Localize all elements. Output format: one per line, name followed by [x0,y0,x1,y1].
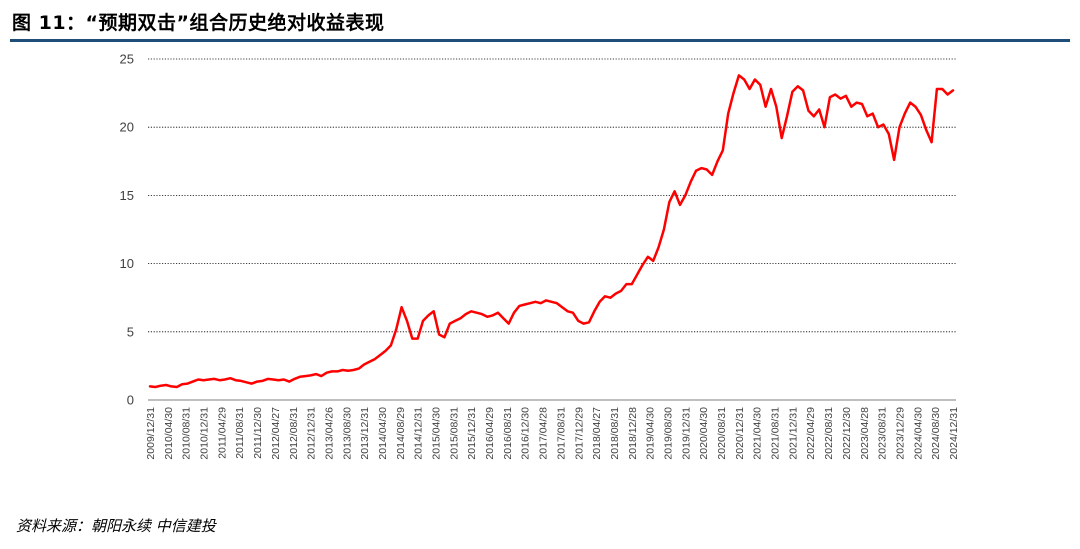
x-tick-label: 2019/12/31 [680,407,692,460]
x-tick-label: 2020/12/31 [734,407,746,460]
x-tick-label: 2012/08/31 [288,407,300,460]
y-tick-label: 20 [120,120,134,135]
source-note: 资料来源：朝阳永续 中信建投 [16,517,216,535]
series-lines [148,74,955,389]
x-tick-label: 2013/12/31 [359,407,371,460]
x-tick-label: 2017/04/28 [538,407,550,460]
x-tick-label: 2010/08/31 [181,407,193,460]
x-tick-label: 2018/04/27 [591,407,603,460]
x-tick-label: 2010/12/31 [199,407,211,460]
x-tick-label: 2011/04/29 [216,407,228,459]
x-tick-label: 2019/04/30 [645,407,657,460]
x-tick-label: 2016/12/30 [520,407,532,460]
x-tick-label: 2015/08/31 [448,407,460,460]
y-tick-label: 15 [120,188,134,203]
x-tick-label: 2019/08/30 [662,407,674,460]
figure-title: 图 11：“预期双击”组合历史绝对收益表现 [12,12,385,34]
x-tick-label: 2015/12/31 [466,407,478,460]
x-tick-label: 2021/04/30 [752,407,764,460]
x-tick-label: 2022/08/31 [823,407,835,460]
x-tick-label: 2023/08/31 [877,407,889,460]
line-chart: 0 5 10 15 20 25 2009/12/31 2010/04/30 2010/08/3… [120,52,960,460]
x-tick-label: 2018/12/28 [627,407,639,460]
x-tick-label: 2020/08/31 [716,407,728,460]
y-tick-label: 25 [120,52,134,67]
y-tick-label: 5 [127,324,134,339]
x-tick-label: 2024/08/30 [930,407,942,460]
x-tick-label: 2015/04/30 [431,407,443,460]
x-tick-label: 2020/04/30 [698,407,710,460]
x-tick-label: 2021/08/31 [770,407,782,460]
x-axis-ticks: 2009/12/31 2010/04/30 2010/08/31 2010/12/31… [145,407,960,460]
x-tick-label: 2011/12/30 [252,407,264,459]
x-tick-label: 2018/08/31 [609,407,621,460]
x-tick-label: 2016/04/29 [484,407,496,460]
title-underline [10,39,1070,42]
x-tick-label: 2014/08/29 [395,407,407,460]
x-tick-label: 2022/04/29 [805,407,817,460]
series-line [148,74,955,389]
x-tick-label: 2017/08/31 [555,407,567,460]
x-tick-label: 2024/12/31 [948,407,960,460]
x-tick-label: 2017/12/29 [573,407,585,460]
x-tick-label: 2010/04/30 [163,407,175,460]
x-tick-label: 2021/12/31 [787,407,799,460]
x-tick-label: 2013/08/30 [341,407,353,460]
y-tick-label: 10 [120,256,134,271]
x-tick-label: 2012/04/27 [270,407,282,460]
y-axis-ticks: 0 5 10 15 20 25 [120,52,134,408]
x-tick-label: 2011/08/31 [234,407,246,459]
x-tick-label: 2014/04/30 [377,407,389,460]
x-tick-label: 2024/04/30 [912,407,924,460]
y-tick-label: 0 [127,393,134,408]
x-tick-label: 2013/04/26 [323,407,335,460]
x-tick-label: 2023/04/28 [859,407,871,460]
x-tick-label: 2022/12/30 [841,407,853,460]
x-tick-label: 2016/08/31 [502,407,514,460]
gridlines [148,58,956,401]
x-tick-label: 2014/12/31 [413,407,425,460]
x-tick-label: 2009/12/31 [145,407,157,460]
x-tick-label: 2023/12/29 [894,407,906,460]
x-tick-label: 2012/12/31 [306,407,318,460]
